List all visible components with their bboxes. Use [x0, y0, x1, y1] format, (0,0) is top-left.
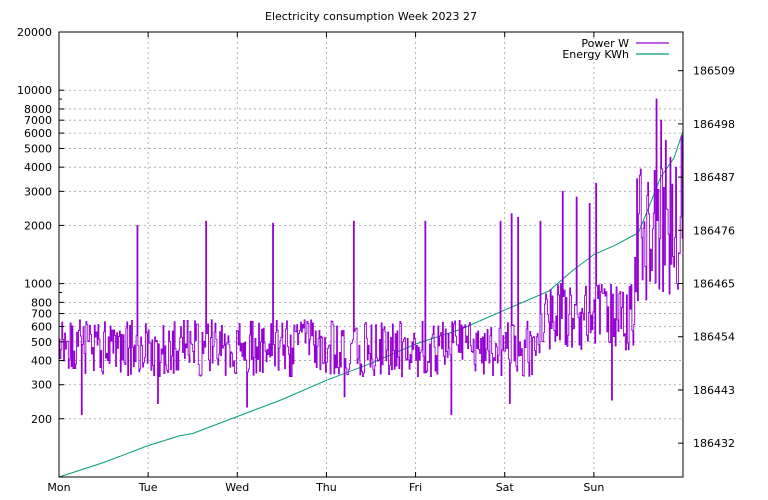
x-tick-label: Sun [583, 481, 604, 494]
y-right-tick-label: 186454 [693, 331, 735, 344]
y-left-tick-label: 200 [31, 413, 52, 426]
y-left-tick-label: 600 [31, 321, 52, 334]
y-left-tick-label: 20000 [17, 26, 52, 39]
y-left-tick-label: 1000 [24, 278, 52, 291]
y-left-tick-label: 400 [31, 355, 52, 368]
y-right-tick-label: 186498 [693, 118, 735, 131]
axis-layer: Mon Tue Wed Thu Fri Sat Sun2003004005006007008… [17, 26, 735, 494]
y-left-tick-label: 4000 [24, 161, 52, 174]
y-left-tick-label: 300 [31, 379, 52, 392]
x-tick-label: Tue [138, 481, 158, 494]
grid-layer [59, 32, 683, 477]
legend-energy-label: Energy KWh [562, 48, 629, 61]
y-left-tick-label: 10000 [17, 84, 52, 97]
power-line [59, 98, 684, 416]
y-left-tick-label: 6000 [24, 127, 52, 140]
y-left-tick-label: 500 [31, 336, 52, 349]
y-right-tick-label: 186509 [693, 65, 735, 78]
y-left-tick-label: 7000 [24, 114, 52, 127]
x-tick-label: Mon [47, 481, 70, 494]
y-right-tick-label: 186432 [693, 437, 735, 450]
y-left-tick-label: 5000 [24, 142, 52, 155]
y-left-tick-label: 8000 [24, 103, 52, 116]
y-left-tick-label: 2000 [24, 219, 52, 232]
y-right-tick-label: 186487 [693, 171, 735, 184]
y-left-tick-label: 3000 [24, 185, 52, 198]
y-left-tick-label: 800 [31, 296, 52, 309]
power-series [59, 98, 684, 416]
chart-legend: Power W Energy KWh [562, 37, 669, 61]
x-tick-label: Sat [496, 481, 515, 494]
x-tick-label: Wed [225, 481, 249, 494]
y-right-tick-label: 186465 [693, 278, 735, 291]
y-right-tick-label: 186443 [693, 384, 735, 397]
y-right-tick-label: 186476 [693, 224, 735, 237]
x-tick-label: Thu [315, 481, 337, 494]
chart-title: Electricity consumption Week 2023 27 [265, 10, 477, 23]
plot-frame [58, 31, 684, 478]
x-tick-label: Fri [409, 481, 422, 494]
y-left-tick-label: 700 [31, 308, 52, 321]
legend-power-label: Power W [581, 37, 629, 50]
